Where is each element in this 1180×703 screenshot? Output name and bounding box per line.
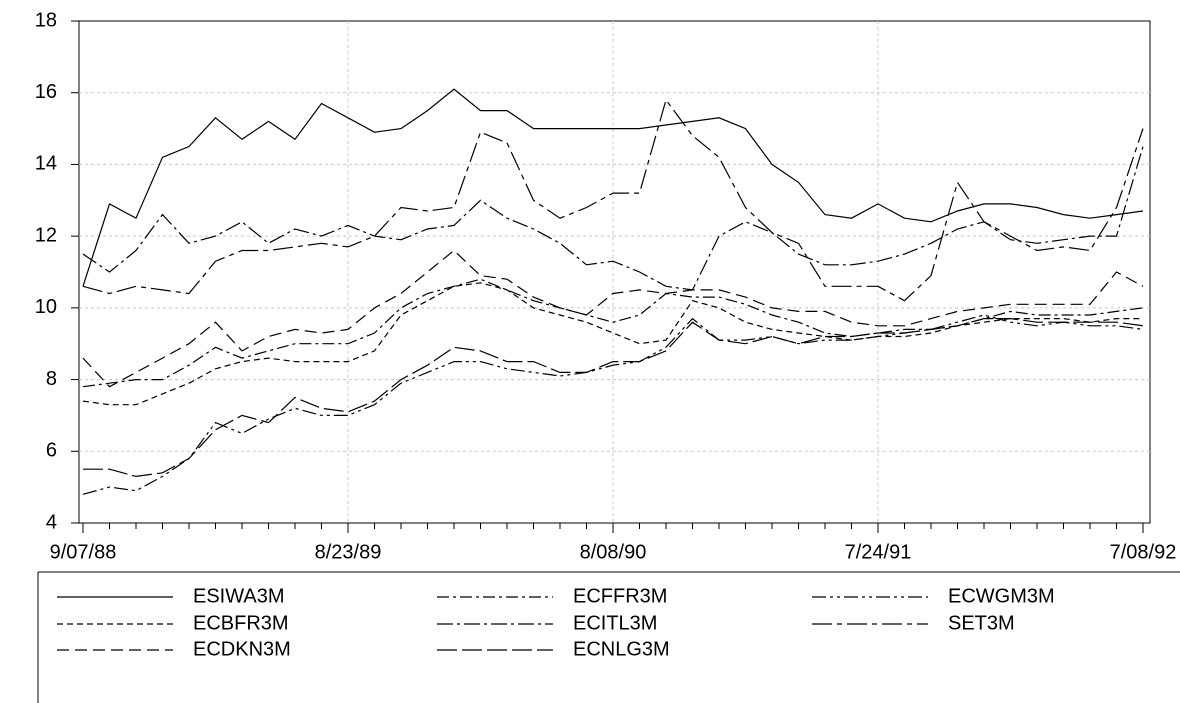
- y-tick-label: 16: [35, 81, 57, 103]
- x-tick-label: 7/08/92: [1110, 541, 1177, 563]
- series-line: [82, 249, 1144, 388]
- y-tick-label: 18: [35, 9, 57, 31]
- x-tick-label: 8/08/90: [580, 541, 647, 563]
- series-line: [82, 146, 1144, 291]
- legend-label: ECBFR3M: [193, 612, 289, 634]
- x-tick-label: 7/24/91: [845, 541, 912, 563]
- y-tick-label: 8: [46, 368, 57, 390]
- series-line: [82, 314, 1144, 495]
- plot-frame: [78, 20, 1151, 524]
- y-tick-label: 4: [46, 511, 57, 533]
- series-line: [83, 318, 1144, 478]
- legend-label: ECFFR3M: [573, 585, 667, 607]
- series-line: [82, 98, 1144, 302]
- legend-label: ECDKN3M: [193, 638, 291, 660]
- legend-frame: [37, 571, 1180, 703]
- x-tick-label: 8/23/89: [315, 541, 382, 563]
- y-tick-label: 14: [35, 153, 57, 175]
- x-tick-label: 9/07/88: [50, 541, 117, 563]
- legend-label: ECITL3M: [573, 612, 657, 634]
- series-line: [82, 282, 1143, 406]
- legend-label: ECWGM3M: [948, 585, 1055, 607]
- legend-label: ECNLG3M: [573, 638, 670, 660]
- legend-label: SET3M: [948, 612, 1015, 634]
- series-line: [82, 88, 1144, 287]
- y-tick-label: 10: [35, 296, 57, 318]
- y-tick-label: 6: [46, 440, 57, 462]
- legend-label: ESIWA3M: [193, 585, 285, 607]
- y-tick-label: 12: [35, 224, 57, 246]
